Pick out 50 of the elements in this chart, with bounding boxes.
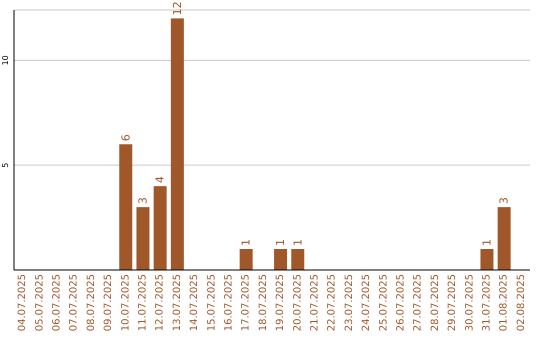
x-tick-label: 01.08.2025 xyxy=(498,274,510,332)
data-label: 12 xyxy=(170,1,184,16)
data-label: 3 xyxy=(498,197,511,204)
x-tick-label: 07.07.2025 xyxy=(68,274,80,332)
bar xyxy=(498,207,511,270)
x-tick-label: 08.07.2025 xyxy=(86,274,97,332)
bar xyxy=(240,249,253,270)
x-tick-label: 17.07.2025 xyxy=(240,274,252,332)
data-label: 1 xyxy=(480,239,494,246)
x-tick-label: 16.07.2025 xyxy=(224,274,234,332)
x-tick-label: 23.07.2025 xyxy=(344,274,355,332)
x-tick-label: 24.07.2025 xyxy=(361,274,372,332)
bar xyxy=(136,207,150,270)
data-label: 6 xyxy=(119,134,132,142)
x-tick-label: 11.07.2025 xyxy=(138,274,148,332)
x-tick-label: 04.07.2025 xyxy=(17,274,28,332)
data-label: 1 xyxy=(274,239,288,246)
x-tick-label: 09.07.2025 xyxy=(103,274,114,332)
x-tick-label: 25.07.2025 xyxy=(378,274,390,332)
x-tick-label: 28.07.2025 xyxy=(430,274,441,332)
x-tick-label: 27.07.2025 xyxy=(412,274,424,332)
data-label: 4 xyxy=(154,176,167,184)
x-tick-label: 05.07.2025 xyxy=(34,274,46,332)
x-tick-label: 22.07.2025 xyxy=(326,274,338,332)
x-tick-label: 30.07.2025 xyxy=(464,274,476,332)
x-tick-label: 10.07.2025 xyxy=(120,274,132,332)
y-tick-label: 5 xyxy=(1,162,10,168)
data-label: 1 xyxy=(291,239,304,246)
bar xyxy=(119,144,132,270)
x-tick-label: 29.07.2025 xyxy=(447,274,458,332)
x-tick-label: 18.07.2025 xyxy=(258,274,269,332)
x-tick-label: 12.07.2025 xyxy=(154,274,166,332)
x-tick-label: 06.07.2025 xyxy=(52,274,62,332)
bar xyxy=(154,186,167,270)
x-tick-label: 21.07.2025 xyxy=(310,274,320,332)
y-tick-label: 10 xyxy=(1,55,10,66)
x-tick-label: 13.07.2025 xyxy=(172,274,183,332)
x-tick-label: 02.08.2025 xyxy=(516,274,527,332)
x-tick-label: 20.07.2025 xyxy=(292,274,304,332)
x-tick-label: 26.07.2025 xyxy=(396,274,406,332)
x-tick-label: 19.07.2025 xyxy=(275,274,286,332)
bar xyxy=(480,249,494,270)
data-label: 1 xyxy=(240,239,253,246)
bar xyxy=(170,18,184,270)
x-tick-label: 15.07.2025 xyxy=(206,274,218,332)
x-tick-label: 31.07.2025 xyxy=(482,274,492,332)
bar xyxy=(274,249,288,270)
bar xyxy=(291,249,304,270)
x-tick-label: 14.07.2025 xyxy=(189,274,200,332)
data-label: 3 xyxy=(136,197,150,204)
